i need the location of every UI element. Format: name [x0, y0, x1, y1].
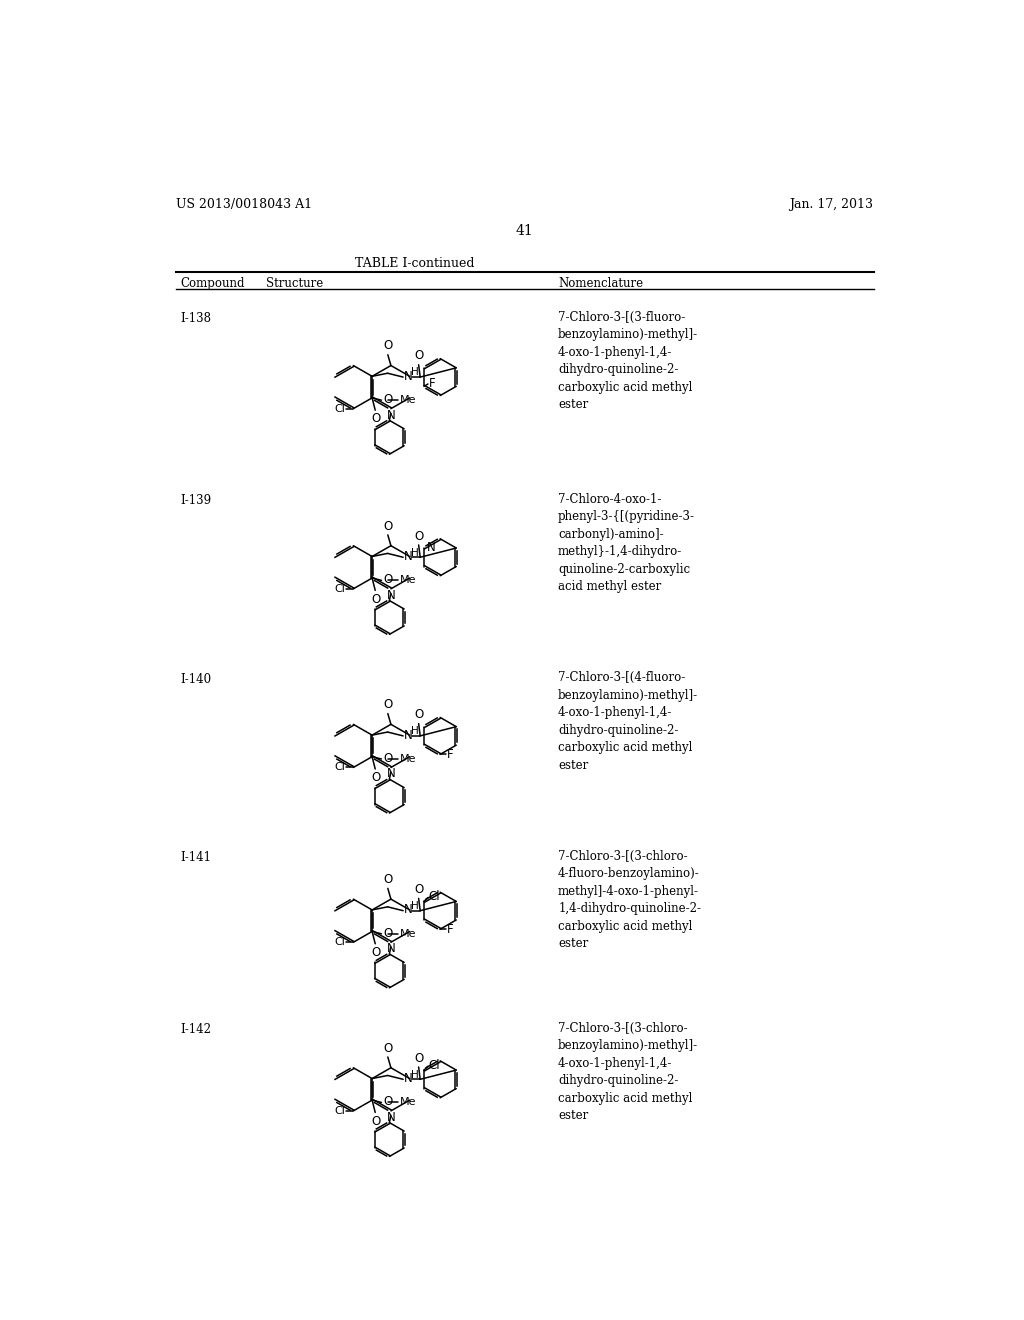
Text: Me: Me	[400, 395, 417, 405]
Text: O: O	[383, 393, 392, 407]
Text: 7-Chloro-3-[(3-chloro-
benzoylamino)-methyl]-
4-oxo-1-phenyl-1,4-
dihydro-quinol: 7-Chloro-3-[(3-chloro- benzoylamino)-met…	[558, 1022, 698, 1122]
Text: N: N	[403, 729, 413, 742]
Text: O: O	[372, 946, 381, 960]
Text: Cl: Cl	[334, 763, 345, 772]
Text: 7-Chloro-3-[(4-fluoro-
benzoylamino)-methyl]-
4-oxo-1-phenyl-1,4-
dihydro-quinol: 7-Chloro-3-[(4-fluoro- benzoylamino)-met…	[558, 671, 698, 772]
Text: Nomenclature: Nomenclature	[558, 277, 643, 290]
Text: F: F	[447, 923, 454, 936]
Text: Me: Me	[400, 1097, 417, 1107]
Text: O: O	[383, 698, 392, 711]
Text: 41: 41	[516, 224, 534, 238]
Text: O: O	[414, 529, 423, 543]
Text: Cl: Cl	[334, 937, 345, 948]
Text: I-141: I-141	[180, 851, 212, 865]
Text: N: N	[426, 541, 435, 554]
Text: O: O	[383, 573, 392, 586]
Text: Me: Me	[400, 929, 417, 939]
Text: Me: Me	[400, 754, 417, 764]
Text: I-140: I-140	[180, 673, 212, 686]
Text: N: N	[386, 767, 395, 780]
Text: H: H	[411, 367, 419, 378]
Text: N: N	[403, 1072, 413, 1085]
Text: O: O	[383, 1041, 392, 1055]
Text: Cl: Cl	[429, 890, 440, 903]
Text: N: N	[403, 370, 413, 383]
Text: TABLE I-continued: TABLE I-continued	[355, 257, 474, 271]
Text: N: N	[403, 550, 413, 564]
Text: O: O	[372, 412, 381, 425]
Text: O: O	[372, 593, 381, 606]
Text: Me: Me	[400, 576, 417, 585]
Text: F: F	[429, 376, 435, 389]
Text: O: O	[414, 350, 423, 363]
Text: N: N	[386, 589, 395, 602]
Text: Cl: Cl	[334, 583, 345, 594]
Text: O: O	[372, 771, 381, 784]
Text: O: O	[383, 1096, 392, 1109]
Text: H: H	[411, 902, 419, 911]
Text: Cl: Cl	[429, 1059, 440, 1072]
Text: O: O	[372, 1114, 381, 1127]
Text: H: H	[411, 1069, 419, 1080]
Text: N: N	[386, 409, 395, 421]
Text: 7-Chloro-3-[(3-fluoro-
benzoylamino)-methyl]-
4-oxo-1-phenyl-1,4-
dihydro-quinol: 7-Chloro-3-[(3-fluoro- benzoylamino)-met…	[558, 312, 698, 412]
Text: O: O	[414, 1052, 423, 1065]
Text: US 2013/0018043 A1: US 2013/0018043 A1	[176, 198, 312, 211]
Text: Structure: Structure	[266, 277, 324, 290]
Text: N: N	[386, 942, 395, 956]
Text: O: O	[383, 751, 392, 764]
Text: H: H	[411, 548, 419, 557]
Text: F: F	[447, 748, 454, 760]
Text: O: O	[383, 339, 392, 352]
Text: O: O	[414, 709, 423, 721]
Text: Compound: Compound	[180, 277, 245, 290]
Text: 7-Chloro-3-[(3-chloro-
4-fluoro-benzoylamino)-
methyl]-4-oxo-1-phenyl-
1,4-dihyd: 7-Chloro-3-[(3-chloro- 4-fluoro-benzoyla…	[558, 850, 701, 950]
Text: I-142: I-142	[180, 1023, 212, 1036]
Text: Jan. 17, 2013: Jan. 17, 2013	[790, 198, 873, 211]
Text: 7-Chloro-4-oxo-1-
phenyl-3-{[(pyridine-3-
carbonyl)-amino]-
methyl}-1,4-dihydro-: 7-Chloro-4-oxo-1- phenyl-3-{[(pyridine-3…	[558, 492, 695, 593]
Text: O: O	[383, 927, 392, 940]
Text: Cl: Cl	[334, 404, 345, 413]
Text: H: H	[411, 726, 419, 737]
Text: N: N	[386, 1111, 395, 1123]
Text: I-139: I-139	[180, 494, 212, 507]
Text: I-138: I-138	[180, 313, 212, 326]
Text: O: O	[383, 520, 392, 533]
Text: Cl: Cl	[334, 1106, 345, 1115]
Text: O: O	[383, 873, 392, 886]
Text: N: N	[403, 903, 413, 916]
Text: O: O	[414, 883, 423, 896]
